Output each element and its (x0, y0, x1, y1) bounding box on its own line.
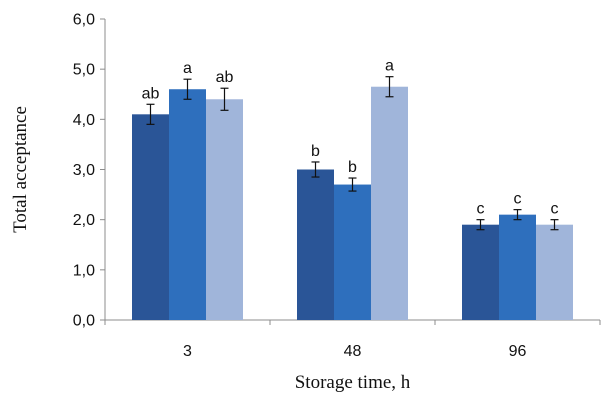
y-tick-label: 2,0 (73, 212, 95, 229)
bar (536, 224, 573, 320)
significance-label: b (348, 159, 357, 176)
bar (132, 114, 169, 320)
bar (206, 99, 243, 321)
y-tick-label: 1,0 (73, 262, 95, 279)
bar (297, 169, 334, 320)
bar (371, 86, 408, 320)
y-tick-label: 5,0 (73, 62, 95, 79)
significance-label: a (385, 58, 394, 75)
significance-labels: ab a ab b b a c c c (142, 58, 559, 218)
y-tick-label: 4,0 (73, 112, 95, 129)
x-axis-title: Storage time, h (295, 372, 411, 393)
bar (169, 89, 206, 320)
significance-label: c (514, 191, 522, 208)
significance-label: a (183, 60, 192, 77)
significance-label: b (311, 143, 320, 160)
significance-label: ab (142, 85, 160, 102)
significance-label: c (477, 201, 485, 218)
bars (132, 86, 573, 321)
error-bars (146, 76, 559, 231)
bar (334, 184, 371, 320)
y-axis-title: Total acceptance (10, 106, 31, 233)
bar (462, 224, 499, 320)
x-tick-label: 48 (344, 343, 362, 360)
x-tick-label: 3 (183, 343, 192, 360)
significance-label: c (551, 201, 559, 218)
y-tick-label: 6,0 (73, 12, 95, 29)
x-tick-label: 96 (509, 343, 527, 360)
y-tick-label: 0,0 (73, 313, 95, 330)
y-tick-label: 3,0 (73, 162, 95, 179)
significance-label: ab (216, 69, 234, 86)
bar (499, 214, 536, 320)
